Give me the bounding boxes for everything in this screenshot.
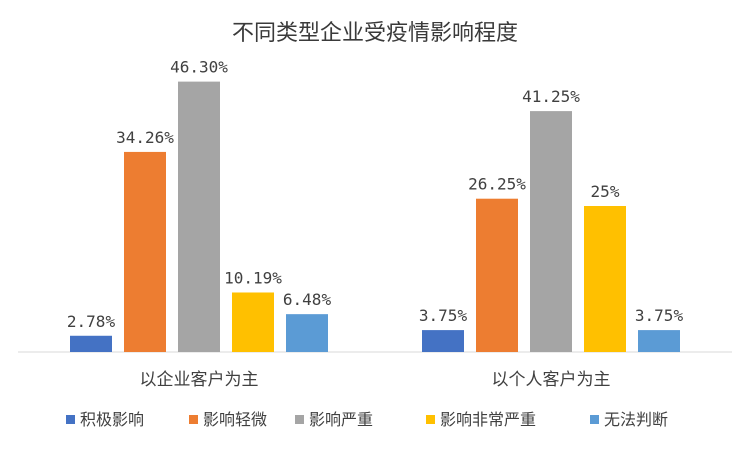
category-label-1: 以个人客户为主 — [492, 370, 611, 390]
bar-0-4 — [286, 314, 328, 352]
data-label-1-3: 25% — [591, 182, 620, 201]
bar-0-2 — [178, 81, 220, 352]
data-label-0-0: 2.78% — [67, 312, 116, 331]
data-label-1-2: 41.25% — [522, 87, 580, 106]
bar-1-3 — [584, 206, 626, 352]
bar-1-1 — [476, 198, 518, 352]
data-label-0-3: 10.19% — [224, 268, 282, 287]
data-label-1-0: 3.75% — [419, 306, 468, 325]
legend: 积极影响 影响轻微 影响严重 影响非常严重 无法判断 — [66, 410, 668, 429]
data-label-0-2: 46.30% — [170, 58, 228, 77]
legend-swatch-1 — [189, 415, 198, 424]
bars-group — [70, 81, 680, 352]
legend-label-4: 无法判断 — [604, 410, 668, 429]
data-label-0-1: 34.26% — [116, 128, 174, 147]
chart-title: 不同类型企业受疫情影响程度 — [232, 21, 518, 46]
data-label-1-4: 3.75% — [635, 306, 684, 325]
data-label-0-4: 6.48% — [283, 290, 332, 309]
data-labels-group: 2.78% 34.26% 46.30% 10.19%6.48% 3.75% 26.25% 4… — [67, 58, 684, 331]
data-label-1-1: 26.25% — [468, 175, 526, 194]
legend-label-0: 积极影响 — [80, 410, 144, 429]
legend-swatch-3 — [426, 415, 435, 424]
bar-1-4 — [638, 330, 680, 352]
category-label-0: 以企业客户为主 — [140, 370, 259, 390]
bar-1-0 — [422, 330, 464, 352]
bar-0-0 — [70, 335, 112, 352]
legend-label-1: 影响轻微 — [203, 410, 267, 429]
bar-1-2 — [530, 111, 572, 352]
bar-0-3 — [232, 292, 274, 352]
legend-swatch-4 — [590, 415, 599, 424]
legend-label-2: 影响严重 — [309, 410, 373, 429]
legend-swatch-2 — [295, 415, 304, 424]
legend-label-3: 影响非常严重 — [440, 410, 536, 429]
bar-0-1 — [124, 151, 166, 352]
legend-swatch-0 — [66, 415, 75, 424]
category-labels-group: 以企业客户为主 以个人客户为主 — [140, 370, 611, 390]
